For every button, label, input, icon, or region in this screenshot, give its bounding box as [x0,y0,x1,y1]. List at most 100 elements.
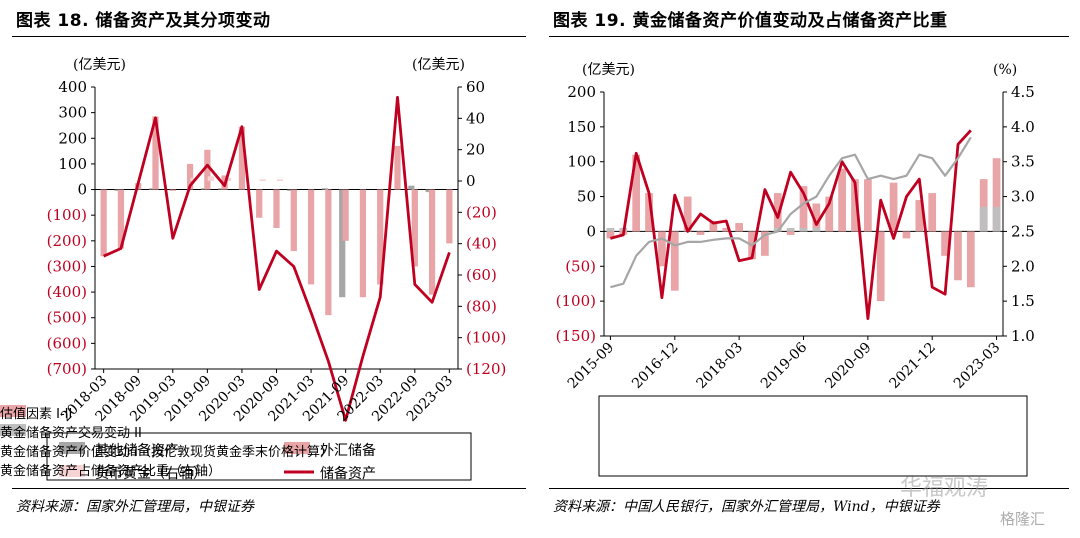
bar-1 [446,189,453,244]
left-chart-title: 图表 18. 储备资产及其分项变动 [16,11,271,31]
series-line-1 [610,136,972,289]
bar-0 [928,193,937,232]
right-tick-label: 3.5 [1011,153,1035,171]
legend-label: 外汇储备 [320,442,376,459]
right-title-rule [549,36,1069,37]
right-tick-label: 2.0 [1011,257,1035,275]
bar-1 [411,189,418,267]
x-tick-label: 2023-03 [951,340,1003,392]
bar-0 [966,231,975,288]
left-tick-label: 100 [58,155,87,173]
bar-0 [408,185,415,190]
bar-2 [259,179,266,181]
left-tick-label: (700) [47,360,87,378]
right-tick-label: (20) [466,203,497,221]
legend-label: 黄金储备资产价值变动 I（按伦敦现货黄金季末价格计算） [0,444,333,460]
left-tick-label: (200) [47,232,87,250]
right-chart: (亿美元) (%)200150100500(50)(100)(150)4.54.0… [0,62,1035,479]
right-chart-title: 图表 19. 黄金储备资产价值变动及占储备资产比重 [553,11,948,31]
left-tick-label: 200 [567,83,596,101]
right-axis-unit: (亿美元) [412,57,465,73]
legend-box [598,395,1028,477]
right-tick-label: (120) [466,360,506,378]
bar-1 [428,189,436,295]
right-tick-label: 1.0 [1011,327,1035,345]
bar-1 [238,126,246,190]
left-tick-label: (100) [47,206,87,224]
right-tick-label: (60) [466,266,497,284]
left-tick-label: 100 [567,153,596,171]
bar-0 [148,188,156,190]
x-tick-label: 2019-06 [758,339,811,392]
bar-0 [915,200,924,232]
bar-0 [979,179,988,232]
legend-label: 其他储备资产 [95,442,179,459]
left-tick-label: (50) [565,257,596,275]
bar-0 [954,231,962,281]
bar-1 [186,163,194,190]
right-tick-label: 60 [466,78,485,96]
legend-swatch [59,442,85,454]
bar-0 [670,231,679,291]
bar-2 [224,177,232,181]
bar-0 [339,189,346,298]
right-tick-label: 40 [466,109,485,127]
bar-0 [889,182,898,232]
bar-0 [863,179,872,232]
bar-1 [377,189,384,285]
left-tick-label: 200 [58,129,87,147]
left-tick-label: (400) [47,283,87,301]
bar-1 [992,207,1001,232]
legend-label: 黄金储备资产占储备资产比重（右轴） [0,463,221,479]
bar-0 [709,220,718,232]
left-source-note: 资料来源：国家外汇管理局，中银证券 [16,499,254,515]
bar-0 [761,231,769,256]
bar-0 [321,188,329,190]
left-axis-unit: (亿美元) [73,57,126,73]
bar-1 [979,207,988,232]
bar-2 [207,176,214,181]
legend-label: 估值因素 I-II [0,406,72,422]
right-tick-label: 1.5 [1011,292,1035,310]
x-tick-label: 2021-12 [887,340,939,392]
bar-0 [851,179,859,232]
bar-1 [273,189,280,228]
bar-1 [307,189,315,285]
bar-1 [204,149,211,190]
watermark-text: 华福观涛 [900,476,989,501]
bar-1 [812,227,821,232]
bar-1 [606,227,615,232]
bar-0 [735,223,744,232]
watermark-logo-text: 格隆汇 [1000,510,1046,528]
bar-0 [645,193,653,232]
bar-1 [152,116,159,190]
left-tick-label: (300) [47,257,87,275]
left-tick-label: 50 [577,188,596,206]
legend-swatch [284,442,310,454]
x-tick-label: 2020-09 [822,340,874,392]
right-tick-label: 20 [466,141,485,159]
bar-2 [276,179,284,181]
left-tick-label: 0 [77,181,87,199]
bar-0 [425,189,432,193]
bar-0 [876,231,885,302]
right-axis-unit: (%) [993,62,1017,78]
right-tick-label: 4.0 [1011,118,1035,136]
bar-1 [169,189,176,191]
left-tick-label: 0 [586,222,596,240]
bar-1 [394,145,401,190]
bar-0 [722,227,731,232]
left-tick-label: (100) [556,292,596,310]
legend-label: 货币黄金（右轴） [95,465,207,482]
bar-0 [838,168,846,232]
left-source-rule [12,488,526,489]
x-tick-label: 2015-09 [565,340,617,392]
bar-1 [342,189,349,241]
bar-0 [632,154,641,232]
bar-1 [359,189,367,298]
right-source-note: 资料来源：中国人民银行，国家外汇管理局，Wind，中银证券 [553,499,940,515]
bar-0 [658,231,666,267]
right-source-rule [549,488,1069,489]
right-tick-label: (100) [466,329,506,347]
bar-0 [606,231,615,239]
